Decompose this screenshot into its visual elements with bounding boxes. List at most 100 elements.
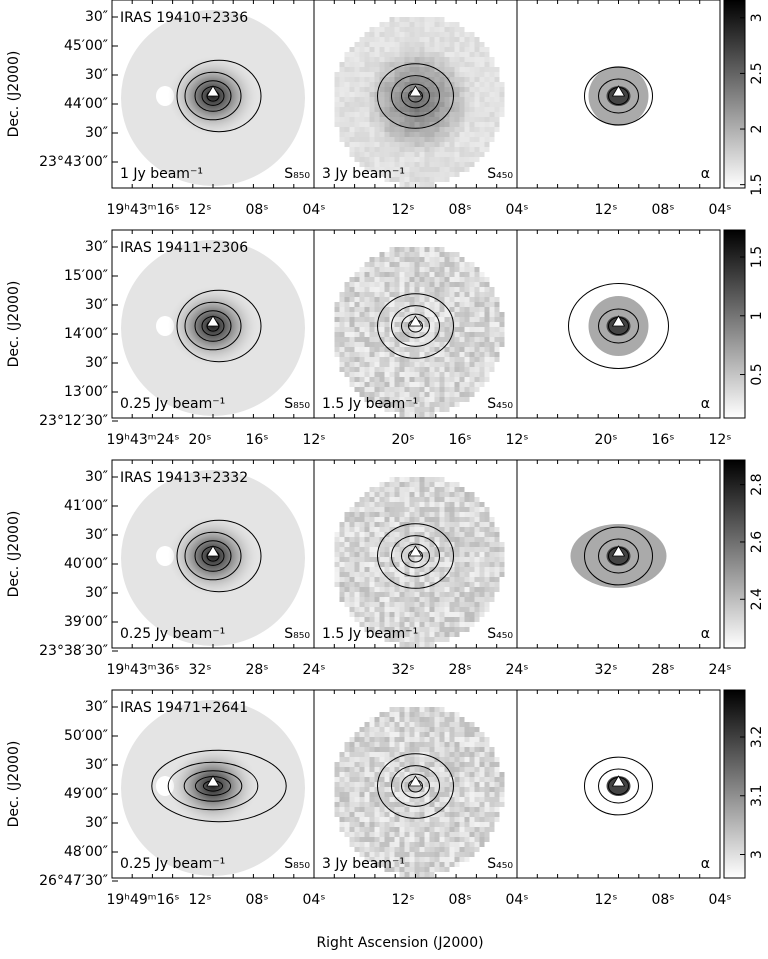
pixel: [484, 592, 490, 597]
pixel: [354, 577, 360, 582]
pixel: [449, 582, 455, 587]
pixel: [399, 617, 405, 622]
pixel: [439, 332, 445, 337]
pixel: [464, 522, 470, 527]
pixel: [394, 632, 400, 637]
pixel: [429, 717, 435, 722]
source-name: IRAS 19410+2336: [120, 10, 248, 26]
pixel: [469, 307, 475, 312]
pixel: [364, 397, 370, 402]
pixel: [389, 137, 395, 142]
pixel: [484, 512, 490, 517]
pixel: [414, 717, 420, 722]
pixel: [404, 407, 410, 412]
pixel: [474, 152, 480, 157]
pixel: [464, 807, 470, 812]
pixel: [459, 352, 465, 357]
pixel: [499, 87, 505, 92]
pixel: [439, 867, 445, 872]
pixel: [484, 582, 490, 587]
pixel: [364, 77, 370, 82]
pixel: [409, 177, 415, 182]
pixel: [489, 797, 495, 802]
pixel: [469, 532, 475, 537]
pixel: [469, 742, 475, 747]
pixel: [349, 127, 355, 132]
pixel: [444, 407, 450, 412]
pixel: [409, 72, 415, 77]
pixel: [389, 382, 395, 387]
pixel: [464, 582, 470, 587]
pixel: [474, 112, 480, 117]
pixel: [484, 102, 490, 107]
pixel: [364, 342, 370, 347]
pixel: [334, 307, 340, 312]
pixel: [384, 137, 390, 142]
pixel: [434, 637, 440, 642]
pixel: [464, 347, 470, 352]
pixel: [469, 822, 475, 827]
pixel: [389, 277, 395, 282]
pixel: [384, 257, 390, 262]
pixel: [439, 727, 445, 732]
pixel: [349, 787, 355, 792]
pixel: [364, 737, 370, 742]
pixel: [439, 817, 445, 822]
pixel: [379, 787, 385, 792]
pixel: [459, 752, 465, 757]
pixel: [404, 272, 410, 277]
pixel: [364, 722, 370, 727]
ra-tick-label: 08ˢ: [448, 202, 471, 218]
pixel: [439, 342, 445, 347]
pixel: [384, 152, 390, 157]
pixel: [384, 737, 390, 742]
pixel: [429, 92, 435, 97]
source-marker: [206, 775, 220, 787]
pixel: [359, 807, 365, 812]
pixel: [394, 392, 400, 397]
pixel: [434, 842, 440, 847]
pixel: [499, 317, 505, 322]
pixel: [359, 157, 365, 162]
pixel: [349, 792, 355, 797]
pixel: [384, 582, 390, 587]
pixel: [379, 507, 385, 512]
pixel: [394, 357, 400, 362]
pixel: [384, 777, 390, 782]
pixel: [389, 42, 395, 47]
pixel: [409, 827, 415, 832]
pixel: [404, 742, 410, 747]
pixel: [409, 22, 415, 27]
pixel: [444, 797, 450, 802]
pixel: [454, 57, 460, 62]
pixel: [404, 872, 410, 877]
pixel: [414, 277, 420, 282]
pixel: [379, 357, 385, 362]
pixel: [389, 602, 395, 607]
pixel: [349, 337, 355, 342]
ra-tick-label: 20ˢ: [188, 432, 211, 448]
pixel: [469, 787, 475, 792]
ra-tick-label: 08ˢ: [651, 202, 674, 218]
pixel: [389, 757, 395, 762]
pixel: [444, 772, 450, 777]
pixel: [444, 627, 450, 632]
pixel: [474, 312, 480, 317]
pixel: [439, 602, 445, 607]
pixel: [369, 557, 375, 562]
pixel: [424, 347, 430, 352]
pixel: [399, 17, 405, 22]
pixel: [419, 527, 425, 532]
pixel: [419, 162, 425, 167]
pixel: [364, 817, 370, 822]
pixel: [429, 627, 435, 632]
pixel: [419, 402, 425, 407]
pixel: [334, 77, 340, 82]
pixel: [474, 367, 480, 372]
pixel: [389, 622, 395, 627]
pixel: [409, 812, 415, 817]
pixel: [364, 857, 370, 862]
pixel: [459, 267, 465, 272]
pixel: [359, 792, 365, 797]
pixel: [359, 832, 365, 837]
